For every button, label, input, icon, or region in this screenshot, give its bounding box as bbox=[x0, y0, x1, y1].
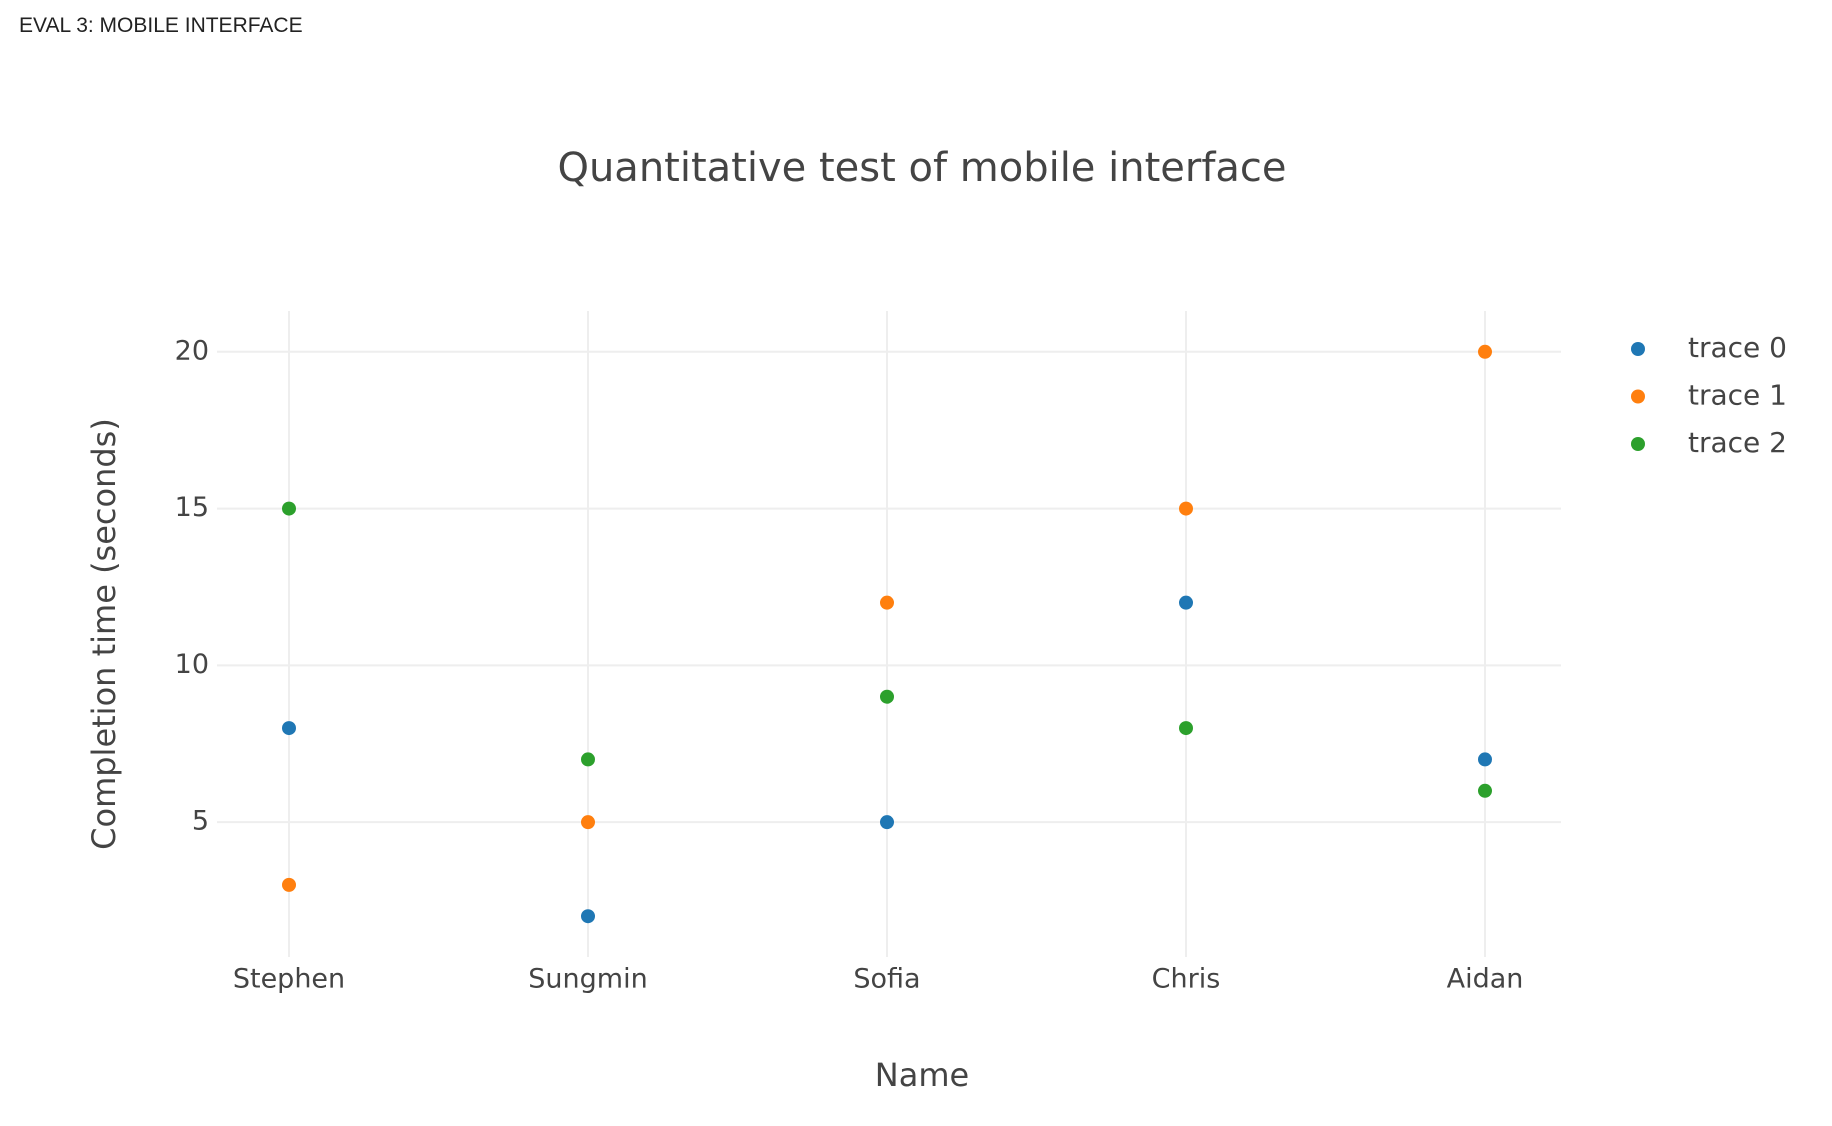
point bbox=[880, 595, 894, 610]
x-tick-label: Sofia bbox=[853, 964, 920, 995]
legend-marker bbox=[1631, 389, 1645, 404]
x-axis-title: Name bbox=[875, 1056, 969, 1094]
x-tick-label: Sungmin bbox=[528, 964, 647, 995]
page-header: EVAL 3: MOBILE INTERFACE bbox=[19, 14, 303, 37]
legend-label: trace 0 bbox=[1688, 331, 1787, 364]
point bbox=[880, 815, 894, 830]
y-tick-label: 5 bbox=[192, 806, 209, 837]
x-tick-label: Aidan bbox=[1447, 964, 1524, 995]
legend-label: trace 2 bbox=[1688, 426, 1787, 459]
chart-title: Quantitative test of mobile interface bbox=[557, 145, 1286, 191]
point bbox=[282, 501, 296, 516]
legend-marker bbox=[1631, 342, 1645, 356]
legend-marker bbox=[1631, 437, 1645, 451]
y-tick-label: 10 bbox=[175, 649, 209, 680]
y-axis-title: Completion time (seconds) bbox=[85, 418, 123, 850]
point bbox=[1478, 752, 1492, 767]
x-tick-label: Chris bbox=[1152, 964, 1221, 995]
point bbox=[282, 721, 296, 736]
point bbox=[1478, 783, 1492, 798]
y-tick-label: 15 bbox=[175, 492, 209, 523]
point bbox=[581, 815, 595, 830]
point bbox=[1179, 501, 1193, 516]
point bbox=[1179, 721, 1193, 736]
point bbox=[282, 877, 296, 892]
point bbox=[1478, 344, 1492, 359]
point bbox=[880, 689, 894, 704]
point bbox=[1179, 595, 1193, 610]
legend-label: trace 1 bbox=[1688, 379, 1787, 412]
point bbox=[581, 752, 595, 767]
x-tick-label: Stephen bbox=[233, 964, 345, 995]
y-tick-label: 20 bbox=[175, 335, 209, 366]
point bbox=[581, 909, 595, 924]
